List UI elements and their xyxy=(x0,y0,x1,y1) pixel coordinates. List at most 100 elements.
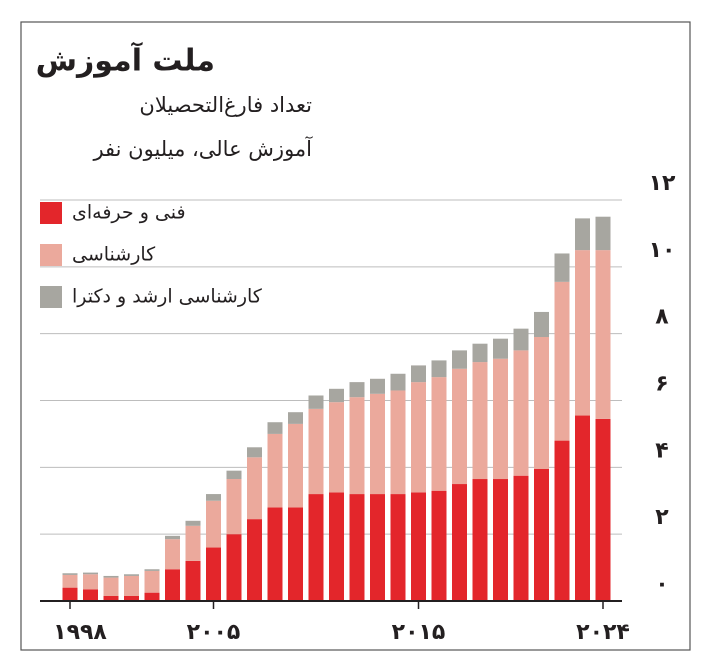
x-tick-label: ۲۰۰۵ xyxy=(187,620,241,645)
x-tick-label: ۱۹۹۸ xyxy=(53,620,107,645)
bar-segment xyxy=(452,350,467,369)
legend-swatch xyxy=(40,286,62,308)
bar-segment xyxy=(370,393,385,495)
y-tick-label: ۸ xyxy=(655,305,669,330)
bar-segment xyxy=(247,519,262,601)
bar-segment xyxy=(267,422,283,434)
y-tick-label: ۲ xyxy=(655,505,669,530)
bar-segment xyxy=(329,402,344,493)
bar-segment xyxy=(206,547,221,601)
frame xyxy=(20,21,691,651)
bar-segment xyxy=(595,250,611,419)
bar-segment xyxy=(103,575,119,578)
bar-segment xyxy=(144,570,160,593)
bar-segment xyxy=(124,575,139,596)
bar-segment xyxy=(206,500,221,548)
bar-segment xyxy=(411,382,426,493)
bar-segment xyxy=(472,362,488,480)
bar-segment xyxy=(390,390,406,495)
bar-segment xyxy=(595,216,611,251)
legend-label: فنی و حرفه‌ای xyxy=(72,202,186,224)
bar-segment xyxy=(575,415,590,601)
bar-segment xyxy=(288,507,303,601)
bar-segment xyxy=(329,492,344,601)
bar-segment xyxy=(493,338,508,359)
bar-segment xyxy=(83,572,98,575)
y-tick-label: ۴ xyxy=(655,438,668,463)
chart-title: ملت آموزش xyxy=(36,42,215,79)
bar-segment xyxy=(493,479,508,601)
bar-segment xyxy=(370,378,385,394)
bar-segment xyxy=(83,574,98,590)
bar-segment xyxy=(575,218,590,251)
bar-segment xyxy=(390,494,406,601)
bar-segment xyxy=(267,433,283,508)
bar-segment xyxy=(390,373,406,391)
bar-segment xyxy=(534,337,549,470)
bar-segment xyxy=(165,535,180,540)
x-tick-label: ۲۰۲۴ xyxy=(576,620,630,645)
bar-segment xyxy=(513,350,529,476)
bar-segment xyxy=(534,469,549,601)
bar-segment xyxy=(329,388,344,403)
bar-segment xyxy=(124,574,139,576)
bar-segment xyxy=(288,423,303,508)
y-tick-label: ۱۲ xyxy=(649,171,676,196)
bar-segment xyxy=(62,573,78,575)
bar-segment xyxy=(226,470,242,480)
bar-segment xyxy=(103,577,119,596)
bar-segment xyxy=(144,569,160,571)
bar-segment xyxy=(308,408,324,495)
bar-segment xyxy=(308,494,324,601)
bar-segment xyxy=(595,418,611,601)
bar-segment xyxy=(308,395,324,409)
bar-segment xyxy=(554,440,570,601)
y-tick-label: ۶ xyxy=(655,372,668,397)
legend-label: کارشناسی xyxy=(72,244,156,266)
bar-segment xyxy=(247,457,262,520)
bar-segment xyxy=(411,492,426,601)
bar-segment xyxy=(554,281,570,441)
bar-segment xyxy=(370,494,385,601)
bar-segment xyxy=(452,368,467,485)
x-tick-label: ۲۰۱۵ xyxy=(392,620,446,645)
bar-segment xyxy=(288,412,303,424)
bar-segment xyxy=(349,382,365,398)
bar-segment xyxy=(349,494,365,601)
bar-segment xyxy=(513,475,529,601)
y-tick-label: ۱۰ xyxy=(649,238,676,263)
bar-segment xyxy=(62,574,78,588)
bar-segment xyxy=(185,520,201,526)
bar-segment xyxy=(83,589,98,601)
chart-subtitle: تعداد فارغ‌التحصیلان xyxy=(139,93,312,117)
chart-subtitle: آموزش عالی، میلیون نفر xyxy=(92,136,313,161)
bar-segment xyxy=(452,484,467,601)
bar-segment xyxy=(493,358,508,480)
bar-segment xyxy=(62,587,78,601)
bar-segment xyxy=(349,397,365,495)
bar-segment xyxy=(103,595,119,601)
bar-segment xyxy=(165,569,180,601)
bar-segment xyxy=(575,250,590,416)
bar-segment xyxy=(513,328,529,351)
bar-segment xyxy=(226,479,242,535)
bar-segment xyxy=(185,525,201,561)
legend-label: کارشناسی ارشد و دکترا xyxy=(72,286,263,308)
legend-swatch xyxy=(40,244,62,266)
bar-segment xyxy=(206,494,221,501)
y-tick-label: ۰ xyxy=(655,572,668,597)
bar-segment xyxy=(185,560,201,601)
bar-segment xyxy=(431,490,447,601)
bar-segment xyxy=(247,447,262,458)
bar-segment xyxy=(431,377,447,491)
bar-segment xyxy=(472,343,488,363)
legend-swatch xyxy=(40,202,62,224)
bar-segment xyxy=(534,311,549,338)
bar-segment xyxy=(267,507,283,601)
bar-segment xyxy=(431,360,447,378)
bar-segment xyxy=(226,534,242,601)
bar-segment xyxy=(472,479,488,601)
bar-segment xyxy=(554,253,570,282)
